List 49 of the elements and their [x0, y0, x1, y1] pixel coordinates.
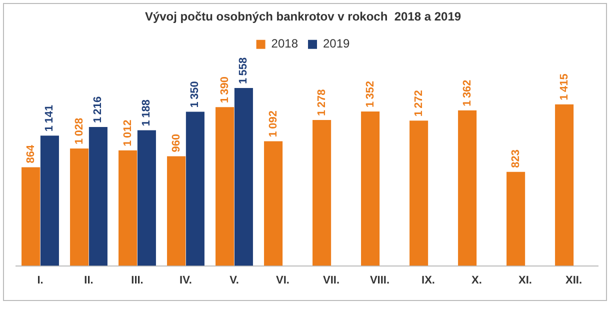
x-tick-label: II.: [84, 274, 94, 286]
bar: [186, 112, 204, 266]
bar: [137, 130, 156, 266]
chart-title: Vývoj počtu osobných bankrotov v rokoch 2018 a 2019: [144, 10, 462, 24]
data-label: 1 216: [92, 96, 104, 124]
data-label: 1 350: [189, 81, 202, 108]
data-label: 1 188: [140, 100, 153, 126]
data-label: 823: [510, 150, 522, 168]
x-tick-label: I.: [37, 274, 44, 286]
x-tick-label: X.: [472, 274, 482, 286]
bar: [22, 167, 40, 266]
bar: [361, 112, 380, 266]
x-tick-label: V.: [230, 274, 239, 286]
bar: [410, 120, 428, 266]
bar: [167, 156, 186, 266]
data-label: 1 415: [558, 74, 570, 100]
data-label: 1 278: [316, 89, 328, 116]
bar: [458, 110, 477, 266]
bar: [312, 120, 332, 266]
legend-label: 2019: [323, 36, 350, 51]
bar: [234, 88, 253, 266]
data-label: 1 141: [44, 104, 56, 132]
bar: [88, 127, 108, 266]
x-tick-label: VII.: [322, 274, 340, 286]
x-tick-label: XI.: [518, 274, 532, 286]
data-label: 960: [170, 134, 182, 152]
data-label: 1 012: [122, 120, 134, 146]
data-label: 1 028: [73, 118, 86, 144]
data-label: 1 352: [364, 80, 376, 108]
x-tick-label: III.: [131, 274, 144, 286]
x-tick-label: XII.: [565, 274, 582, 286]
data-label: 1 272: [412, 90, 425, 117]
x-tick-label: IX.: [422, 274, 435, 286]
data-label: 1 558: [238, 57, 250, 84]
bar: [40, 136, 59, 266]
data-label: 1 092: [267, 110, 280, 138]
bar: [555, 104, 574, 266]
bar: [506, 172, 526, 266]
bar: [216, 107, 234, 266]
legend-label: 2018: [271, 36, 298, 51]
data-label: 864: [24, 144, 37, 164]
x-tick-label: IV.: [180, 274, 192, 286]
data-label: 1 362: [461, 80, 474, 106]
bar: [118, 150, 138, 266]
x-tick-label: VIII.: [370, 274, 390, 286]
x-tick-label: VI.: [276, 274, 290, 286]
data-label: 1 390: [218, 76, 231, 104]
bar: [264, 141, 283, 266]
bar: [70, 148, 89, 266]
